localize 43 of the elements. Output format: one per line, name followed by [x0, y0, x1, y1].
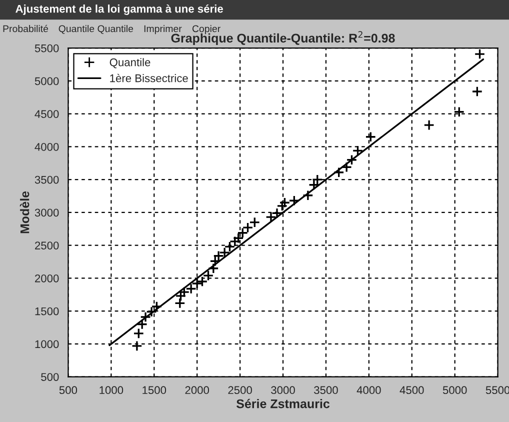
- point: [474, 48, 486, 60]
- point: [454, 106, 465, 118]
- x-tick-label: 5000: [442, 386, 467, 394]
- x-tick-label: 1500: [142, 386, 166, 394]
- y-tick-label: 1500: [35, 307, 59, 316]
- y-tick-label: 3500: [34, 176, 59, 184]
- point: [352, 145, 364, 156]
- y-tick-label: 4000: [34, 142, 59, 151]
- point: [133, 328, 144, 339]
- point: [174, 298, 186, 309]
- text: Ajustement de la loi gamma à une série: [16, 4, 223, 15]
- x-tick-label: 2500: [228, 386, 252, 394]
- y-tick-label: 500: [41, 373, 59, 381]
- point: [365, 131, 376, 142]
- x-tick-label: 500: [59, 386, 78, 394]
- y-axis-title: Modèle: [20, 191, 30, 234]
- text: Probabilité: [3, 24, 48, 32]
- point: [131, 340, 142, 352]
- legend-label: Quantile: [110, 58, 150, 68]
- x-axis-title: Série Zstmauric: [236, 398, 330, 408]
- text: Imprimer: [144, 25, 182, 34]
- x-tick-label: 3000: [271, 386, 295, 394]
- point: [288, 195, 300, 206]
- point: [279, 197, 290, 208]
- point: [424, 120, 435, 131]
- x-tick-label: 4500: [400, 386, 424, 394]
- x-tick-label: 3500: [314, 386, 338, 394]
- y-tick-label: 1000: [35, 340, 59, 348]
- point: [302, 190, 314, 201]
- text: Copier: [192, 25, 220, 34]
- y-tick-label: 3000: [34, 208, 59, 217]
- x-tick-label: 2000: [185, 386, 210, 394]
- y-tick-label: 2000: [35, 274, 59, 282]
- x-tick-label: 1000: [100, 386, 124, 394]
- y-tick-label: 5000: [34, 77, 59, 86]
- y-tick-label: 2500: [35, 242, 59, 250]
- y-tick-label: 4500: [34, 110, 59, 118]
- y-tick-label: 5500: [34, 44, 59, 52]
- legend-label: 1ère Bissectrice: [110, 74, 188, 82]
- point: [472, 86, 483, 97]
- text: Quantile Quantile: [58, 25, 134, 34]
- point: [175, 290, 186, 302]
- x-tick-label: 4000: [356, 386, 381, 394]
